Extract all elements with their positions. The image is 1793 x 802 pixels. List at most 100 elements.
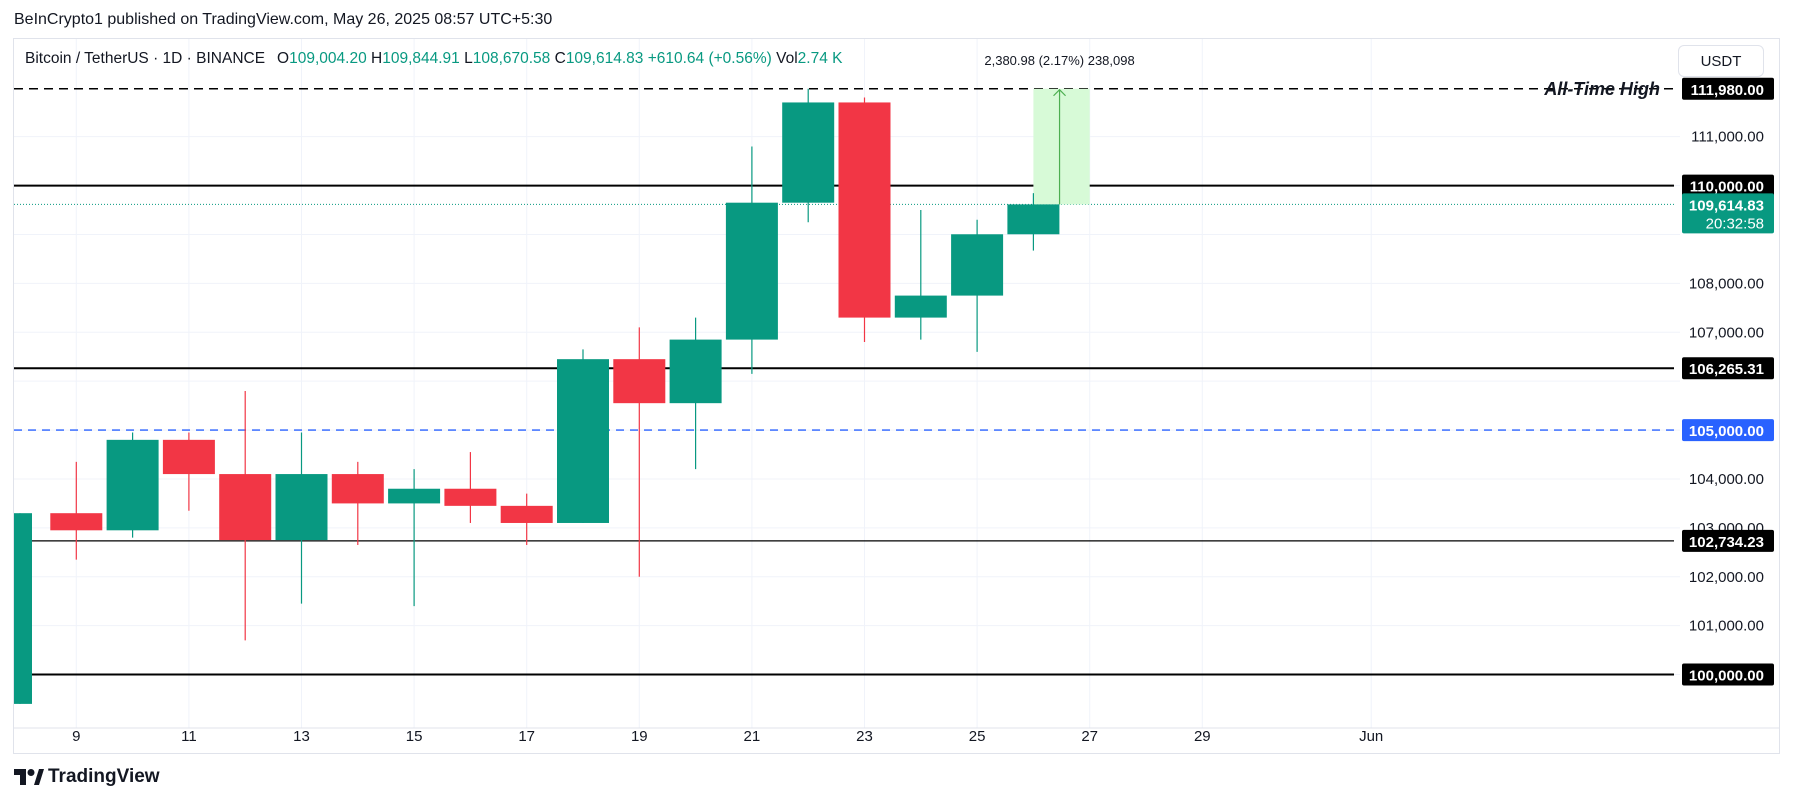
low-key: L	[464, 50, 473, 67]
high-key: H	[371, 50, 383, 67]
candle-may-19	[613, 327, 666, 577]
candle-body	[388, 488, 441, 504]
level-price-label-background	[1682, 663, 1774, 686]
candle-body	[838, 102, 891, 318]
currency-button[interactable]: USDT	[1678, 45, 1764, 77]
y-tick-label: 101,000.00	[1689, 618, 1764, 635]
candle-may-15	[388, 469, 441, 607]
low-value: 108,670.58	[472, 50, 551, 67]
level-price-label: 110,000.00	[1682, 174, 1774, 197]
last-price-badge-background	[1682, 193, 1774, 234]
symbol-legend: Bitcoin / TetherUS · 1D · BINANCE O109,00…	[25, 50, 842, 68]
level-price-label-background	[1682, 357, 1774, 380]
level-price-label-background	[1682, 77, 1774, 100]
level-price-label: 106,265.31	[1682, 357, 1774, 380]
level-price-label: 100,000.00	[1682, 663, 1774, 686]
candle-body	[951, 234, 1004, 296]
level-price-label: 111,980.00	[1682, 77, 1774, 100]
close-key: C	[554, 50, 566, 67]
candle-may-21	[725, 146, 778, 374]
candle-may-24	[894, 210, 947, 340]
level-price-label-text: 102,734.23	[1689, 534, 1764, 551]
candle-body	[219, 474, 272, 541]
y-tick-label: 111,000.00	[1691, 129, 1764, 146]
candle-may-20	[669, 317, 722, 470]
candle-body	[275, 474, 328, 541]
candle-may-9	[50, 461, 103, 560]
x-tick-label: 13	[293, 728, 310, 745]
open-value: 109,004.20	[289, 50, 367, 67]
candle-may-17	[500, 493, 553, 545]
level-price-label: 105,000.00	[1682, 419, 1774, 442]
candle-body	[500, 505, 553, 523]
tradingview-logo[interactable]: TradingView	[14, 766, 160, 788]
volume-key: Vol	[776, 50, 798, 67]
candle-may-25	[951, 219, 1004, 352]
candles	[14, 88, 1060, 704]
candle-may-18	[557, 349, 609, 523]
y-tick-label: 107,000.00	[1689, 324, 1764, 341]
chart-frame	[13, 38, 1780, 754]
candle-body	[444, 488, 497, 506]
x-tick-label: Jun	[1359, 728, 1383, 745]
tradingview-logo-icon	[14, 769, 44, 785]
candle-may-8	[14, 513, 32, 704]
candle-body	[669, 339, 722, 404]
x-tick-label: 21	[744, 728, 761, 745]
level-price-label: 102,734.23	[1682, 529, 1774, 552]
x-tick-label: 15	[406, 728, 423, 745]
y-tick-label: 108,000.00	[1689, 275, 1764, 292]
candle-body	[1007, 204, 1060, 235]
x-tick-label: 17	[518, 728, 535, 745]
candle-body	[725, 202, 778, 340]
axes: 101,000.00102,000.00103,000.00104,000.00…	[14, 129, 1779, 745]
measure-label: 2,380.98 (2.17%) 238,098	[984, 53, 1134, 68]
measure-arrow-head	[1053, 88, 1066, 97]
measure-box	[1033, 88, 1090, 205]
level-price-label-text: 100,000.00	[1689, 668, 1764, 685]
candle-body	[782, 102, 835, 203]
candle-body	[613, 359, 666, 404]
x-tick-label: 27	[1081, 728, 1098, 745]
candle-may-14	[331, 461, 384, 545]
level-price-label-text: 105,000.00	[1689, 423, 1764, 440]
candle-body	[106, 439, 159, 531]
change-value: +610.64 (+0.56%)	[647, 50, 772, 67]
tradingview-logo-text: TradingView	[48, 766, 160, 787]
high-value: 109,844.91	[382, 50, 460, 67]
level-price-label-text: 110,000.00	[1690, 179, 1764, 196]
candle-may-10	[106, 432, 159, 538]
y-tick-label: 104,000.00	[1689, 471, 1764, 488]
close-value: 109,614.83	[565, 50, 644, 67]
volume-value: 2.74 K	[797, 50, 843, 67]
level-price-label-background	[1682, 419, 1774, 442]
candle-may-22	[782, 88, 835, 223]
last-price-text: 109,614.83	[1689, 197, 1764, 214]
countdown-text: 20:32:58	[1706, 215, 1764, 232]
level-price-label-background	[1682, 529, 1774, 552]
candle-body	[14, 513, 32, 704]
candle-body	[162, 439, 215, 475]
x-tick-label: 9	[72, 728, 80, 745]
x-tick-label: 19	[631, 728, 648, 745]
x-tick-label: 29	[1194, 728, 1211, 745]
candle-body	[50, 513, 103, 531]
candle-may-26	[1007, 193, 1060, 251]
open-key: O	[277, 50, 290, 67]
candle-may-13	[275, 432, 328, 604]
price-labels: 111,980.00 All-Time High 110,000.00 106,265…	[1543, 77, 1774, 686]
x-tick-label: 11	[181, 728, 197, 745]
x-tick-label: 25	[969, 728, 986, 745]
candle-body	[331, 474, 384, 504]
level-price-label-background	[1682, 174, 1774, 197]
ath-annotation: All-Time High	[1543, 79, 1660, 99]
candle-may-11	[162, 432, 215, 511]
x-tick-label: 23	[856, 728, 873, 745]
level-price-label-text: 106,265.31	[1689, 361, 1764, 378]
symbol-title[interactable]: Bitcoin / TetherUS · 1D · BINANCE	[25, 50, 266, 67]
candle-body	[557, 359, 609, 523]
level-price-label-text: 111,980.00	[1691, 82, 1764, 99]
candle-body	[894, 295, 947, 318]
attribution-text: BeInCrypto1 published on TradingView.com…	[14, 11, 553, 28]
